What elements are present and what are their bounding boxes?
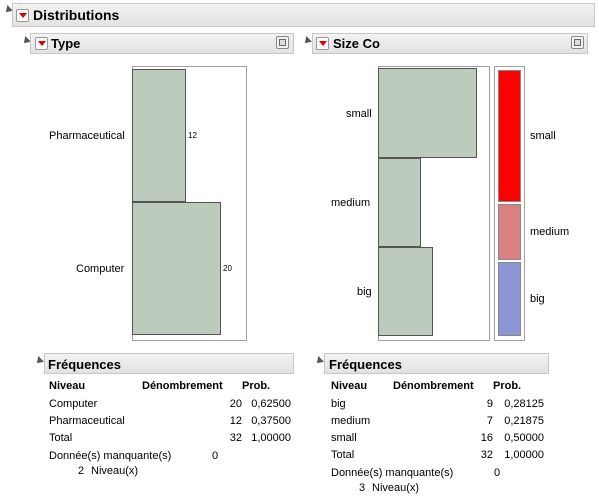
right-freq-header xyxy=(324,353,549,374)
label-small: small xyxy=(346,108,372,120)
right-freq-disclosure-icon[interactable] xyxy=(314,356,324,366)
count-computer: 20 xyxy=(223,264,232,273)
bar-big xyxy=(378,247,433,336)
table-row: Computer 20 0,62500 xyxy=(49,397,291,410)
mosaic-label-big: big xyxy=(530,293,545,305)
bar-computer xyxy=(132,202,221,335)
right-levels-label: Niveau(x) xyxy=(372,482,420,494)
table-row: Total 32 1,00000 xyxy=(49,431,291,444)
type-disclosure-icon[interactable] xyxy=(21,36,31,46)
right-missing-value: 0 xyxy=(494,467,501,479)
label-pharmaceutical: Pharmaceutical xyxy=(49,130,125,142)
mosaic-medium xyxy=(498,204,521,260)
right-col-denombrement: Dénombrement xyxy=(393,380,474,392)
type-red-menu-button[interactable] xyxy=(35,37,48,50)
right-levels-count: 3 xyxy=(359,482,366,494)
type-title: Type xyxy=(51,36,81,51)
sizeco-disclosure-icon[interactable] xyxy=(302,36,312,46)
sizeco-red-menu-button[interactable] xyxy=(316,37,329,50)
distributions-red-menu-button[interactable] xyxy=(16,9,29,22)
left-col-niveau: Niveau xyxy=(49,380,86,392)
table-row: Total 32 1,00000 xyxy=(331,448,544,461)
type-pin-icon[interactable] xyxy=(276,36,289,49)
left-freq-title: Fréquences xyxy=(48,357,121,372)
right-freq-title: Fréquences xyxy=(329,357,402,372)
left-levels-label: Niveau(x) xyxy=(91,465,139,477)
distributions-disclosure-icon[interactable] xyxy=(3,5,13,15)
sizeco-pin-icon[interactable] xyxy=(571,36,584,49)
label-medium: medium xyxy=(331,197,371,209)
bar-small xyxy=(378,68,477,158)
bar-medium xyxy=(378,158,421,247)
mosaic-small xyxy=(498,70,521,202)
table-row: big 9 0,28125 xyxy=(331,397,544,410)
distributions-header xyxy=(12,3,595,27)
count-pharmaceutical: 12 xyxy=(188,131,197,140)
mosaic-label-medium: medium xyxy=(530,226,570,238)
right-freq-table: Niveau Dénombrement Prob. big 9 0,28125 … xyxy=(331,380,544,463)
left-col-denombrement: Dénombrement xyxy=(142,380,223,392)
table-row: medium 7 0,21875 xyxy=(331,414,544,427)
left-freq-disclosure-icon[interactable] xyxy=(34,356,44,366)
left-freq-table: Niveau Dénombrement Prob. Computer 20 0,… xyxy=(49,380,291,446)
type-header xyxy=(30,33,294,54)
left-col-prob: Prob. xyxy=(242,380,271,392)
table-row: Pharmaceutical 12 0,37500 xyxy=(49,414,291,427)
mosaic-label-small: small xyxy=(530,130,556,142)
left-missing-value: 0 xyxy=(212,450,219,462)
sizeco-header xyxy=(312,33,588,54)
label-big: big xyxy=(357,286,372,298)
left-missing-label: Donnée(s) manquante(s) xyxy=(49,450,172,462)
right-missing-label: Donnée(s) manquante(s) xyxy=(331,467,454,479)
bar-pharmaceutical xyxy=(132,69,186,202)
distributions-title: Distributions xyxy=(33,7,120,23)
sizeco-title: Size Co xyxy=(333,36,380,51)
left-freq-header xyxy=(44,353,294,374)
left-levels-count: 2 xyxy=(78,465,85,477)
right-col-niveau: Niveau xyxy=(331,380,368,392)
right-col-prob: Prob. xyxy=(493,380,522,392)
table-row: small 16 0,50000 xyxy=(331,431,544,444)
mosaic-big xyxy=(498,262,521,336)
label-computer: Computer xyxy=(76,263,125,275)
